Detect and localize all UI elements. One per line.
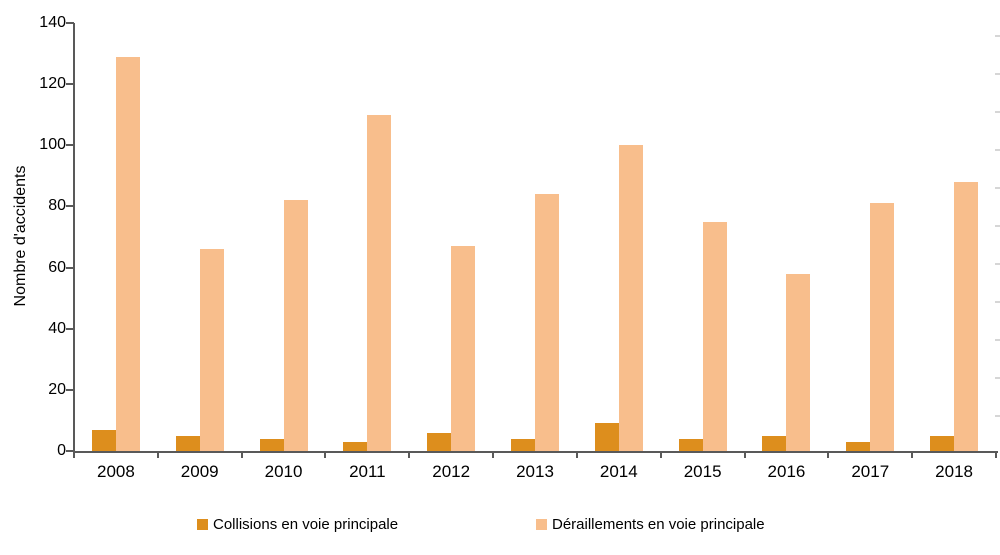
x-tick-mark	[408, 451, 411, 458]
right-axis-minor-tick	[995, 263, 1000, 265]
bar-collisions-2013	[511, 438, 535, 451]
y-tick-mark	[66, 388, 74, 391]
bar-deraillements-2011	[367, 114, 392, 451]
x-tick-mark	[240, 451, 243, 458]
y-tick-label: 140	[39, 14, 66, 31]
x-category-label: 2018	[935, 462, 973, 481]
bar-collisions-2016	[762, 435, 787, 451]
x-category-label: 2012	[432, 462, 471, 481]
y-tick-label: 40	[48, 319, 66, 337]
x-tick-mark	[659, 451, 662, 458]
right-axis-minor-tick	[995, 111, 1000, 113]
y-tick-label: 60	[48, 258, 66, 276]
x-tick-mark	[575, 451, 578, 458]
x-category-label: 2015	[683, 462, 722, 481]
y-tick-mark	[66, 205, 74, 208]
bar-collisions-2014	[594, 423, 619, 451]
bar-deraillements-2013	[535, 194, 559, 451]
x-axis-line	[73, 451, 998, 453]
y-tick-mark	[66, 83, 74, 86]
x-category-label: 2013	[516, 462, 554, 481]
legend-item-collisions: Collisions en voie principale	[197, 516, 398, 533]
y-tick-mark	[66, 144, 74, 147]
x-category-label: 2008	[96, 462, 135, 481]
legend-label-collisions: Collisions en voie principale	[213, 516, 399, 533]
y-axis-line	[73, 23, 75, 453]
right-axis-minor-tick	[995, 339, 1000, 341]
bar-deraillements-2017	[870, 203, 895, 451]
x-category-label: 2017	[851, 462, 890, 481]
legend-label-deraillements: Déraillements en voie principale	[552, 516, 765, 533]
y-tick-mark	[66, 327, 74, 330]
right-axis-minor-tick	[995, 73, 1000, 75]
bar-deraillements-2016	[786, 273, 811, 451]
legend-item-deraillements: Déraillements en voie principale	[536, 516, 765, 533]
right-axis-minor-tick	[995, 225, 1000, 227]
bar-collisions-2011	[343, 441, 368, 451]
deraillements-swatch	[536, 519, 547, 530]
y-tick-label: 100	[39, 136, 66, 154]
x-tick-mark	[743, 451, 746, 458]
bar-collisions-2008	[91, 429, 116, 451]
y-tick-mark	[66, 266, 74, 269]
right-axis-minor-tick	[995, 149, 1000, 151]
x-tick-mark	[911, 451, 914, 458]
right-axis-minor-tick	[995, 377, 1000, 379]
bar-deraillements-2018	[954, 181, 979, 451]
y-tick-label: 80	[48, 197, 66, 215]
y-axis-title: Nombre d'accidents	[12, 165, 29, 307]
bar-collisions-2009	[175, 435, 200, 451]
bar-deraillements-2008	[115, 56, 140, 451]
y-tick-mark	[66, 22, 74, 24]
x-category-label: 2014	[599, 462, 638, 481]
bar-collisions-2015	[678, 438, 703, 451]
x-category-label: 2011	[349, 462, 386, 481]
y-tick-label: 0	[57, 442, 66, 459]
x-tick-mark	[73, 451, 75, 458]
bar-deraillements-2012	[451, 246, 476, 451]
y-tick-mark	[66, 450, 74, 452]
x-category-label: 2016	[767, 462, 806, 481]
bar-deraillements-2009	[199, 249, 224, 451]
x-tick-mark	[324, 451, 327, 458]
right-axis-minor-tick	[995, 187, 1000, 189]
x-tick-mark	[492, 451, 495, 458]
bar-collisions-2017	[846, 441, 871, 451]
right-axis-minor-tick	[995, 415, 1000, 417]
bar-deraillements-2015	[702, 221, 727, 451]
x-category-label: 2010	[264, 462, 303, 481]
bar-deraillements-2010	[283, 200, 308, 451]
bar-collisions-2018	[930, 435, 955, 451]
bar-collisions-2012	[427, 432, 452, 451]
y-tick-label: 20	[48, 380, 66, 398]
x-tick-mark	[995, 451, 997, 458]
right-axis-minor-tick	[995, 301, 1000, 303]
right-axis-minor-tick	[995, 35, 1000, 37]
collisions-swatch	[197, 519, 208, 530]
x-tick-mark	[156, 451, 159, 458]
bar-deraillements-2014	[618, 145, 643, 451]
bar-collisions-2010	[259, 438, 284, 451]
x-category-label: 2009	[180, 462, 219, 481]
y-tick-label: 120	[39, 75, 66, 93]
x-tick-mark	[827, 451, 830, 458]
